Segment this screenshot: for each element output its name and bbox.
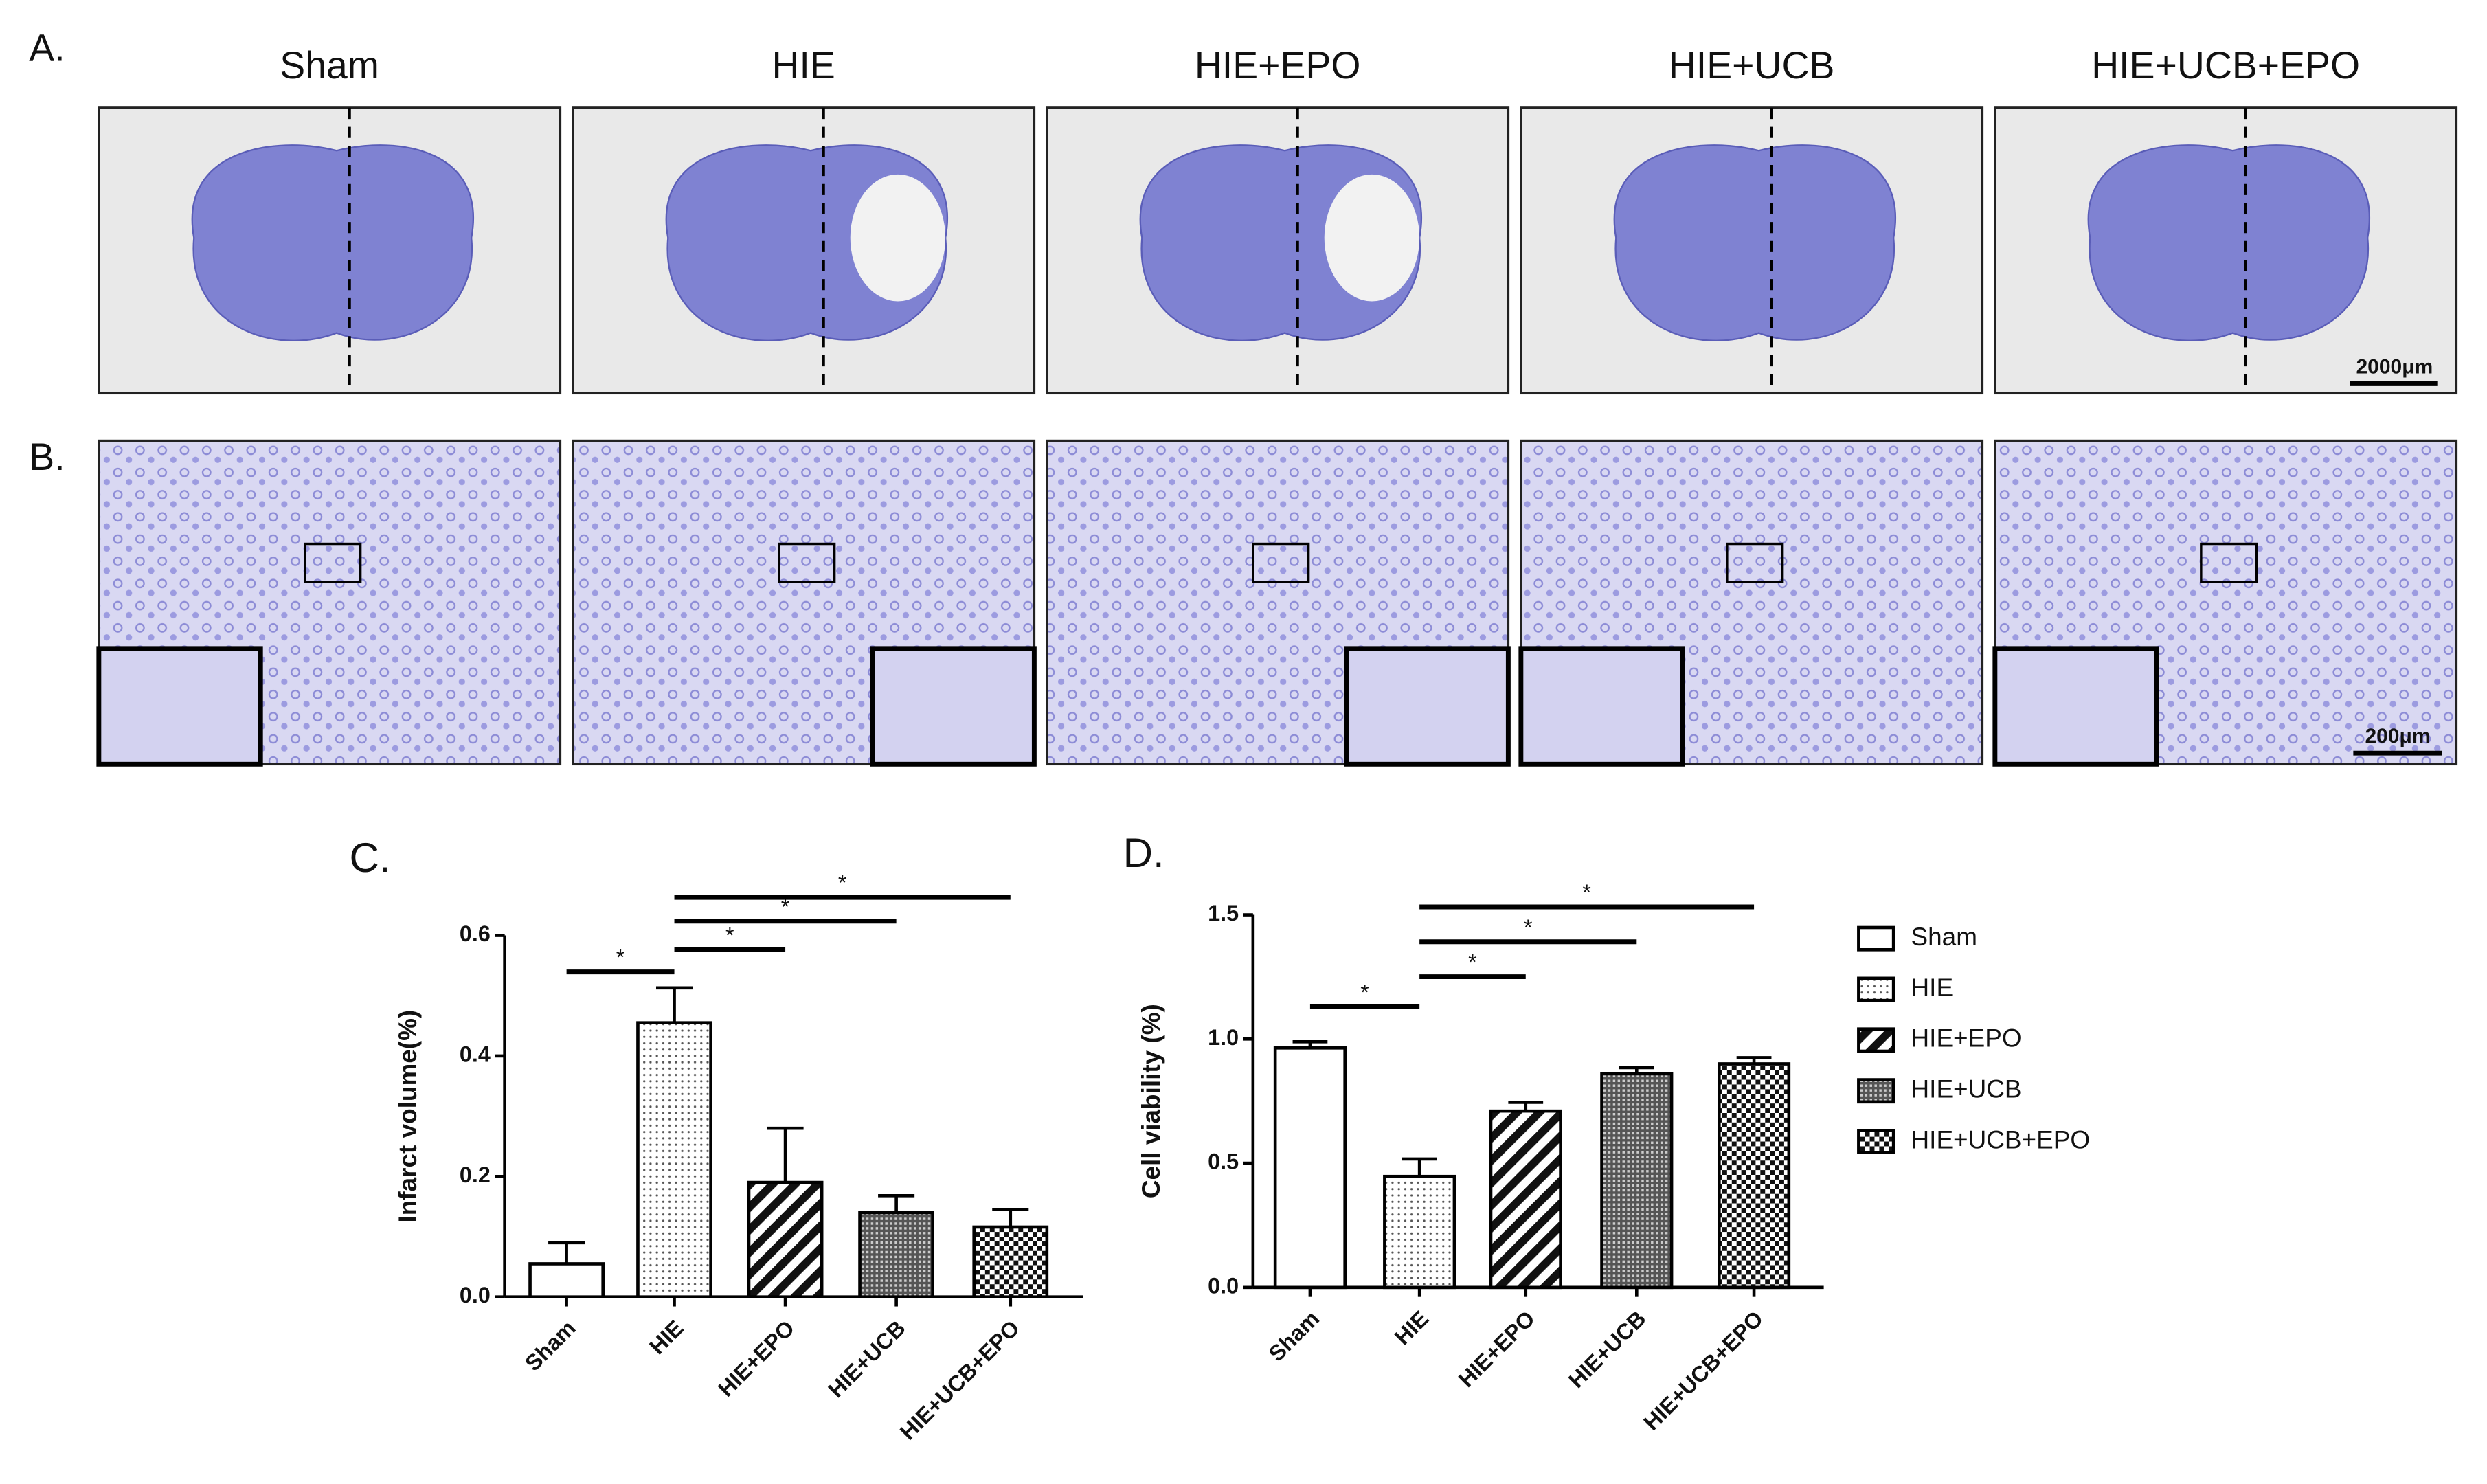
x-tick-label: HIE [1390, 1306, 1434, 1350]
y-tick-label: 0.6 [460, 921, 491, 946]
legend-swatch [1857, 976, 1895, 1002]
legend-label: HIE+UCB [1911, 1075, 2022, 1103]
x-tick-label: HIE+EPO [1454, 1306, 1540, 1392]
legend-swatch [1857, 1078, 1895, 1104]
inset [1992, 646, 2159, 767]
brain-section [2087, 144, 2370, 341]
significance-label: * [1524, 915, 1533, 940]
panel-label: B. [29, 436, 65, 478]
y-tick-label: 0.0 [460, 1283, 491, 1307]
roi-box [1726, 542, 1784, 583]
significance-label: * [838, 870, 847, 895]
legend-swatch [1857, 1129, 1895, 1154]
y-axis-label: Cell viability (%) [1137, 1004, 1165, 1198]
bar [528, 1262, 605, 1298]
panel-label: D. [1123, 830, 1164, 876]
x-tick-label: HIE+UCB [1564, 1306, 1650, 1393]
roi-box [778, 542, 836, 583]
y-axis-label: Infarct volume(%) [394, 1010, 422, 1223]
panel-label: C. [349, 835, 390, 881]
roi-box [2200, 542, 2258, 583]
scale-bar-label: 200μm [2365, 725, 2430, 747]
x-tick-label: HIE+UCB+EPO [1639, 1306, 1768, 1435]
x-tick-label: HIE+EPO [713, 1316, 799, 1402]
y-tick-label: 0.2 [460, 1162, 491, 1187]
significance-label: * [616, 945, 625, 970]
bar [1600, 1072, 1674, 1290]
column-title: HIE+UCB+EPO [2091, 44, 2360, 87]
brain-section [1613, 144, 1896, 341]
x-tick-label: HIE [644, 1316, 688, 1360]
lesion [1324, 174, 1420, 302]
bar [1718, 1062, 1791, 1290]
scale-bar-label: 2000μm [2356, 355, 2433, 378]
y-tick-label: 0.4 [460, 1042, 491, 1066]
legend-swatch [1857, 1027, 1895, 1053]
y-tick-label: 0.0 [1208, 1273, 1239, 1298]
x-tick-label: Sham [1263, 1306, 1324, 1367]
y-tick-label: 0.5 [1208, 1149, 1239, 1174]
bar [747, 1180, 824, 1298]
column-title: HIE+EPO [1195, 44, 1361, 87]
significance-label: * [1468, 950, 1477, 975]
bar [1273, 1046, 1347, 1290]
y-tick-label: 1.0 [1208, 1025, 1239, 1050]
column-title: Sham [280, 44, 379, 87]
bar [972, 1225, 1049, 1298]
legend-label: Sham [1911, 923, 1977, 951]
inset [1344, 646, 1511, 767]
lesion [850, 174, 946, 302]
x-tick-label: Sham [520, 1316, 581, 1376]
bar [636, 1021, 712, 1298]
y-tick-label: 1.5 [1208, 901, 1239, 925]
bar [1489, 1109, 1562, 1290]
significance-label: * [1582, 880, 1591, 905]
inset [1518, 646, 1685, 767]
panel-label: A. [29, 26, 65, 69]
legend-swatch [1857, 925, 1895, 952]
x-tick-label: HIE+UCB [823, 1316, 910, 1402]
significance-label: * [781, 895, 790, 919]
roi-box [1252, 542, 1310, 583]
column-title: HIE+UCB [1669, 44, 1835, 87]
significance-label: * [1360, 980, 1369, 1004]
significance-label: * [725, 923, 734, 947]
bar [1383, 1174, 1456, 1290]
panel-a-images: Sham HIE HIE+EPO HIE+UCB HIE+UCB+EPO [98, 44, 2458, 395]
x-tick-label: HIE+UCB+EPO [895, 1316, 1024, 1445]
inset [96, 646, 263, 767]
legend-label: HIE [1911, 974, 1954, 1002]
roi-box [304, 542, 362, 583]
brain-section [191, 144, 474, 341]
legend-label: HIE+EPO [1911, 1024, 2022, 1053]
panel-b-images [96, 439, 2458, 767]
column-title: HIE [772, 44, 835, 87]
legend-label: HIE+UCB+EPO [1911, 1125, 2090, 1154]
bar [858, 1211, 935, 1298]
inset [870, 646, 1037, 767]
